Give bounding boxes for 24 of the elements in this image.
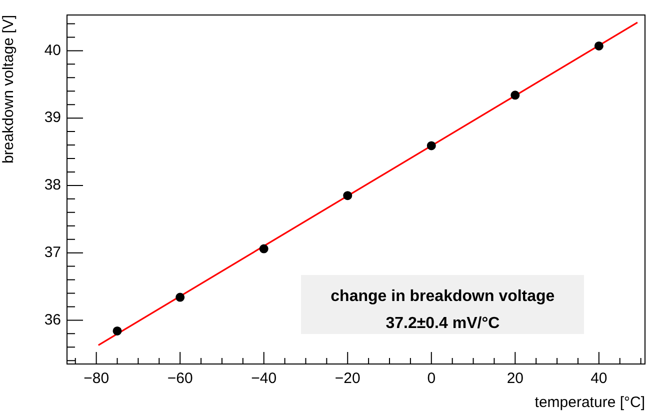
y-tick-label: 39 bbox=[44, 109, 61, 126]
x-axis-title: temperature [°C] bbox=[534, 394, 645, 412]
annotation: change in breakdown voltage bbox=[330, 287, 556, 307]
y-tick-label: 40 bbox=[44, 42, 61, 59]
point bbox=[259, 244, 268, 254]
y-tick-label: 38 bbox=[44, 176, 61, 194]
point bbox=[594, 41, 604, 50]
point bbox=[343, 191, 352, 200]
point bbox=[510, 90, 520, 100]
y-tick-label: 36 bbox=[44, 311, 61, 328]
x-tick-label: 0 bbox=[427, 370, 436, 388]
x-tick-label: 20 bbox=[506, 370, 524, 388]
point bbox=[426, 141, 436, 150]
x-tick-label: −60 bbox=[167, 370, 193, 388]
annotation: 37.2±0.4 mV/°C bbox=[384, 314, 501, 334]
y-tick-label: 37 bbox=[44, 244, 61, 261]
note-box: change in breakdown voltage 37.2±0.4 mV/°C bbox=[301, 275, 584, 334]
x-tick-label: −80 bbox=[84, 370, 110, 388]
x-tick-label: −40 bbox=[251, 370, 277, 388]
y-axis-title: breakdown voltage [V] bbox=[0, 15, 18, 164]
point bbox=[176, 292, 185, 302]
x-tick-label: −20 bbox=[334, 370, 360, 388]
x-tick-label: 40 bbox=[590, 370, 608, 388]
point bbox=[112, 326, 122, 336]
